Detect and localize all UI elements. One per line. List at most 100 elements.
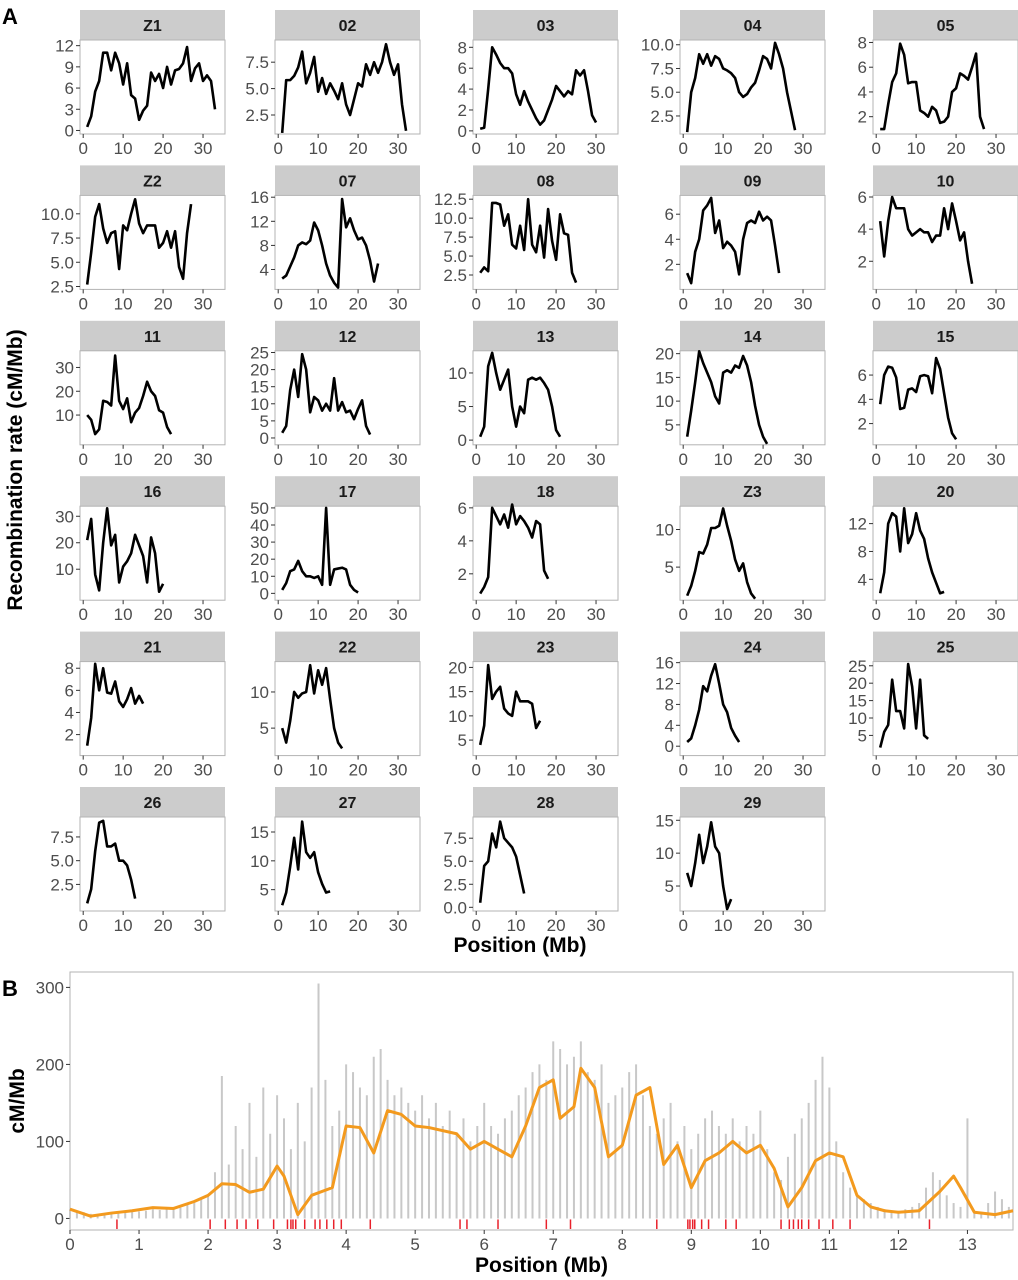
y-tick-label: 30 [250,533,269,552]
strip-title: 03 [537,18,555,35]
strip-title: 04 [744,18,762,35]
y-tick-label: 12 [655,675,674,694]
y-tick-label: 30 [55,507,74,526]
x-tick-label: 30 [194,916,213,935]
y-tick-label: 25 [250,344,269,363]
y-tick-label: 16 [250,188,269,207]
y-tick-label: 8 [858,33,867,52]
x-tick-label: 20 [947,139,966,158]
y-tick-label: 20 [250,550,269,569]
x-tick-label: 9 [687,1235,696,1254]
x-tick-label: 0 [273,139,282,158]
line [281,506,359,594]
x-tick-label: 20 [947,450,966,469]
y-axis-title: Recombination rate (cM/Mb) [4,329,27,610]
x-tick-label: 20 [154,761,173,780]
x-tick-label: 20 [754,294,773,313]
line [686,662,741,743]
line [479,46,598,131]
strip-title: Z2 [143,173,162,190]
x-tick-label: 12 [889,1235,908,1254]
strip [873,631,1018,662]
y-tick-label: 2 [65,726,74,745]
x-tick-label: 30 [794,450,813,469]
x-tick-label: 0 [78,761,87,780]
x-tick-label: 30 [194,761,213,780]
x-tick-label: 0 [678,761,687,780]
y-tick-label: 16 [655,654,674,673]
panel-label: A [2,4,18,29]
y-tick-label: 10 [55,560,74,579]
x-tick-label: 0 [678,139,687,158]
y-tick-label: 5 [665,877,674,896]
strip-title: 10 [937,173,955,190]
strip-title: 23 [537,640,555,657]
y-tick-label: 4 [665,230,674,249]
x-tick-label: 10 [714,450,733,469]
strip-title: 24 [744,640,762,657]
y-tick-label: 6 [458,59,467,78]
y-tick-label: 100 [36,1132,64,1151]
line [685,41,797,133]
plot-area [679,39,826,135]
plot-area [472,194,619,290]
x-tick-label: 30 [987,761,1006,780]
y-tick-label: 10.0 [641,36,674,55]
x-tick-label: 10 [907,450,926,469]
y-tick-label: 2.5 [245,106,269,125]
y-axis-title: cM/Mb [6,1068,29,1133]
x-tick-label: 20 [754,916,773,935]
y-tick-label: 20 [655,345,674,364]
x-tick-label: 30 [389,450,408,469]
y-tick-label: 12 [55,37,74,56]
x-tick-label: 20 [349,916,368,935]
strip [680,476,825,507]
y-tick-label: 10 [448,707,467,726]
x-tick-label: 10 [114,139,133,158]
x-tick-label: 5 [410,1235,419,1254]
plot-area [79,505,226,601]
strip [275,10,420,40]
y-tick-label: 7.5 [650,59,674,78]
x-axis-title: Position (Mb) [454,934,587,957]
x-tick-label: 30 [987,450,1006,469]
y-tick-label: 6 [458,499,467,518]
x-tick-label: 10 [714,605,733,624]
y-tick-label: 5 [665,416,674,435]
x-tick-label: 0 [78,294,87,313]
y-tick-label: 6 [858,366,867,385]
x-tick-label: 0 [871,450,880,469]
x-tick-label: 10 [309,916,328,935]
plot-area [679,350,826,446]
x-tick-label: 30 [194,450,213,469]
y-tick-label: 12 [848,515,867,534]
x-tick-label: 11 [821,1235,839,1254]
y-tick-label: 7.5 [50,828,74,847]
x-tick-label: 0 [871,139,880,158]
y-tick-label: 10 [655,521,674,540]
y-tick-label: 7.5 [50,229,74,248]
x-tick-label: 20 [547,294,566,313]
x-tick-label: 1 [134,1235,143,1254]
x-tick-label: 30 [987,605,1006,624]
x-tick-label: 30 [987,139,1006,158]
y-tick-label: 8 [858,542,867,561]
y-tick-label: 6 [65,681,74,700]
x-tick-label: 30 [389,294,408,313]
plot-area [472,661,619,757]
x-tick-label: 20 [154,450,173,469]
plot-area [79,350,226,446]
y-tick-label: 5 [858,726,867,745]
x-tick-label: 30 [194,605,213,624]
y-tick-label: 2 [458,565,467,584]
x-tick-label: 20 [547,450,566,469]
y-tick-label: 5 [260,719,269,738]
strip-title: 17 [339,484,357,501]
y-tick-label: 10 [848,709,867,728]
y-tick-label: 2 [858,252,867,271]
x-tick-label: 6 [479,1235,488,1254]
plot-area [274,505,421,601]
strip [80,320,225,351]
x-tick-label: 20 [947,294,966,313]
